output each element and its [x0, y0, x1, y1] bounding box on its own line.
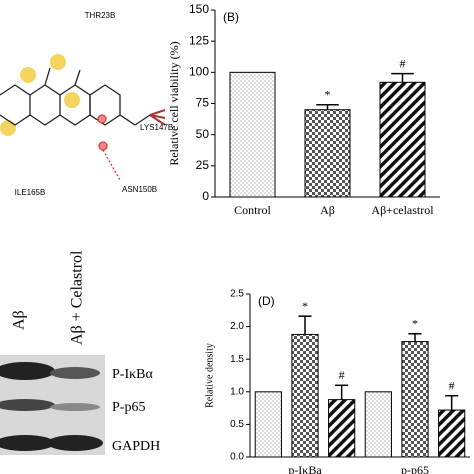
- molecule-diagram: [0, 54, 166, 181]
- x-tick-label: Aβ+celastrol: [371, 203, 434, 217]
- y-tick-label: 50: [196, 127, 210, 141]
- annotation: *: [325, 87, 331, 101]
- y-tick-label: 150: [189, 2, 209, 16]
- row-label: GAPDH: [112, 439, 160, 454]
- y-tick-label: 2.0: [230, 321, 244, 332]
- y-tick-label: 0: [202, 189, 209, 203]
- annotation: #: [339, 368, 345, 382]
- bar: [304, 109, 351, 198]
- annotation: #: [400, 56, 406, 70]
- bar: [364, 391, 392, 458]
- residue-label: ASN150B: [122, 185, 157, 194]
- y-axis-label: Relative cell viability (%): [167, 41, 181, 165]
- x-tick-label: Control: [234, 203, 271, 217]
- y-axis-label: Relative density: [204, 343, 215, 408]
- bar: [438, 409, 466, 458]
- y-tick-label: 1.5: [230, 354, 244, 365]
- annotation: *: [302, 299, 308, 313]
- panel-label: (D): [258, 294, 275, 308]
- y-tick-label: 0.5: [230, 419, 244, 430]
- annotation: *: [412, 317, 418, 331]
- y-tick-label: 125: [189, 33, 209, 47]
- y-tick-label: 1.0: [230, 386, 244, 397]
- bar: [401, 341, 429, 458]
- bar: [229, 71, 276, 198]
- blot: [0, 355, 105, 455]
- lane-label: Aβ: [11, 310, 28, 330]
- bar: [254, 391, 282, 458]
- panel-label: (B): [223, 10, 239, 24]
- y-tick-label: 2.5: [230, 289, 244, 300]
- y-tick-label: 100: [189, 65, 209, 79]
- bar: [291, 333, 319, 458]
- y-tick-label: 25: [196, 158, 210, 172]
- residue-label: LYS147B: [140, 123, 173, 132]
- residue-label: ILE165B: [15, 188, 46, 197]
- row-label: P-p65: [112, 400, 145, 415]
- residue-label: THR23B: [85, 11, 116, 20]
- x-tick-label: p-p65: [401, 463, 429, 474]
- row-label: P-IκBα: [112, 367, 154, 382]
- y-tick-label: 75: [196, 96, 210, 110]
- lane-label: Aβ + Celastrol: [69, 250, 86, 345]
- annotation: #: [449, 378, 455, 392]
- bar: [328, 399, 356, 458]
- x-tick-label: Aβ: [320, 203, 335, 217]
- bar: [379, 81, 426, 198]
- y-tick-label: 0.0: [230, 452, 244, 463]
- x-tick-label: p-IκBa: [288, 463, 322, 474]
